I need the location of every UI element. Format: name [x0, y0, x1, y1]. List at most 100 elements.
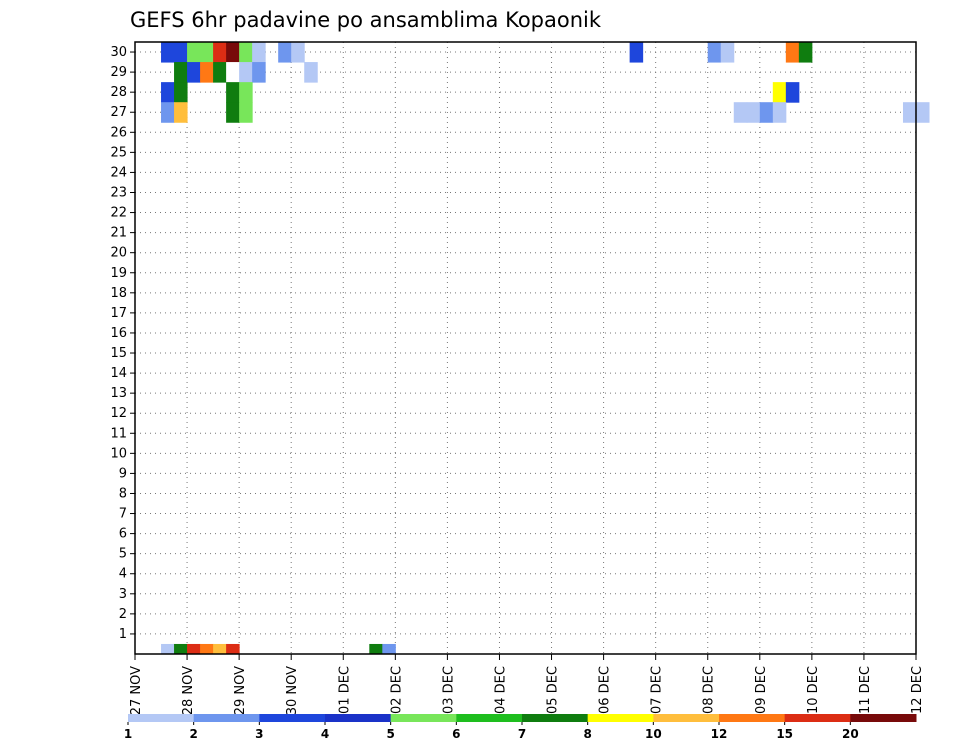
x-tick-label: 06 DEC	[598, 666, 613, 714]
precip-cell	[746, 102, 761, 123]
precip-cell	[772, 82, 787, 103]
precip-cell	[252, 62, 266, 83]
colorbar-label: 15	[776, 727, 793, 741]
y-tick-label: 8	[119, 486, 127, 501]
precip-cell	[239, 42, 253, 63]
y-tick-label: 24	[110, 165, 127, 180]
y-tick-label: 9	[119, 466, 127, 481]
y-tick-label: 30	[110, 45, 127, 60]
colorbar: 1 2 3 4 5 6 7 8 10 12 15 20	[124, 714, 917, 741]
precip-cell	[226, 62, 240, 83]
precip-cell	[226, 42, 240, 63]
y-tick-label: 21	[110, 226, 127, 241]
colorbar-label: 2	[189, 727, 197, 741]
colorbar-swatch	[325, 714, 392, 722]
x-tick-label: 02 DEC	[389, 666, 404, 714]
precip-cell	[239, 62, 253, 83]
colorbar-label: 7	[518, 727, 526, 741]
precip-cell	[187, 42, 201, 63]
precip-cell-bottom	[213, 643, 227, 654]
colorbar-label: 8	[583, 727, 591, 741]
y-tick-label: 13	[110, 386, 127, 401]
x-tick-label: 05 DEC	[546, 666, 561, 714]
colorbar-label: 1	[124, 727, 132, 741]
precip-cell	[785, 82, 800, 103]
precip-cell	[174, 42, 188, 63]
precip-cell	[200, 42, 214, 63]
precip-cell	[226, 82, 240, 103]
colorbar-label: 10	[645, 727, 662, 741]
y-tick-label: 23	[110, 185, 127, 200]
precip-cell	[304, 62, 318, 83]
precip-cell	[291, 42, 305, 63]
colorbar-swatch	[193, 714, 260, 722]
precip-cell	[278, 42, 292, 63]
precip-cell	[213, 42, 227, 63]
precip-cell	[174, 82, 188, 103]
y-tick-label: 12	[110, 406, 127, 421]
colorbar-label: 5	[386, 727, 394, 741]
precip-cell-bottom	[226, 643, 240, 654]
y-tick-label: 5	[119, 547, 127, 562]
precip-cell	[161, 42, 175, 63]
precip-cell	[785, 42, 800, 63]
precip-cell-bottom	[161, 643, 175, 654]
y-tick-label: 4	[119, 567, 127, 582]
x-tick-label: 07 DEC	[650, 666, 665, 714]
colorbar-swatch	[522, 714, 589, 722]
y-tick-label: 22	[110, 206, 127, 221]
precip-cell-bottom	[200, 643, 214, 654]
precip-cell	[226, 102, 240, 123]
precip-cell	[174, 62, 188, 83]
precip-cell	[187, 62, 201, 83]
precip-cell	[733, 102, 748, 123]
precip-cell	[174, 102, 188, 123]
colorbar-swatch	[784, 714, 851, 722]
grid-lines	[134, 42, 917, 654]
colorbar-swatch	[850, 714, 917, 722]
x-tick-label: 30 NOV	[285, 666, 300, 715]
precip-cell	[707, 42, 722, 63]
colorbar-swatch	[128, 714, 195, 722]
precip-cell	[772, 102, 787, 123]
x-tick-label: 09 DEC	[754, 666, 769, 714]
plot-frame	[134, 41, 917, 655]
x-tick-label: 04 DEC	[493, 666, 508, 714]
precip-cell	[720, 42, 735, 63]
colorbar-swatch	[456, 714, 523, 722]
precip-cell-bottom	[369, 643, 383, 654]
colorbar-label: 3	[255, 727, 263, 741]
x-tick-label: 10 DEC	[806, 666, 821, 714]
precip-cell-bottom	[187, 643, 201, 654]
colorbar-swatch	[259, 714, 326, 722]
y-tick-label: 18	[110, 286, 127, 301]
y-tick-label: 17	[110, 306, 127, 321]
y-tick-label: 3	[119, 587, 127, 602]
axes: 1234567891011121314151617181920212223242…	[110, 41, 925, 715]
colorbar-swatch	[719, 714, 786, 722]
y-tick-label: 1	[119, 627, 127, 642]
y-tick-label: 20	[110, 246, 127, 261]
precip-cell-bottom	[382, 643, 396, 654]
chart-title: GEFS 6hr padavine po ansamblima Kopaonik	[130, 8, 602, 32]
y-tick-label: 6	[119, 527, 127, 542]
x-tick-label: 01 DEC	[337, 666, 352, 714]
y-tick-label: 10	[110, 446, 127, 461]
y-tick-label: 25	[110, 145, 127, 160]
x-tick-label: 08 DEC	[702, 666, 717, 714]
y-tick-label: 19	[110, 266, 127, 281]
precip-cell	[161, 82, 175, 103]
precipitation-cells	[161, 42, 930, 654]
x-tick-label: 11 DEC	[858, 666, 873, 714]
y-tick-label: 26	[110, 125, 127, 140]
precip-cell	[902, 102, 917, 123]
y-tick-label: 16	[110, 326, 127, 341]
y-tick-label: 14	[110, 366, 127, 381]
precip-cell	[161, 102, 175, 123]
x-tick-label: 12 DEC	[910, 666, 925, 714]
precip-cell	[916, 102, 930, 123]
colorbar-label: 12	[711, 727, 728, 741]
x-tick-label: 03 DEC	[441, 666, 456, 714]
x-tick-label: 29 NOV	[233, 666, 248, 715]
